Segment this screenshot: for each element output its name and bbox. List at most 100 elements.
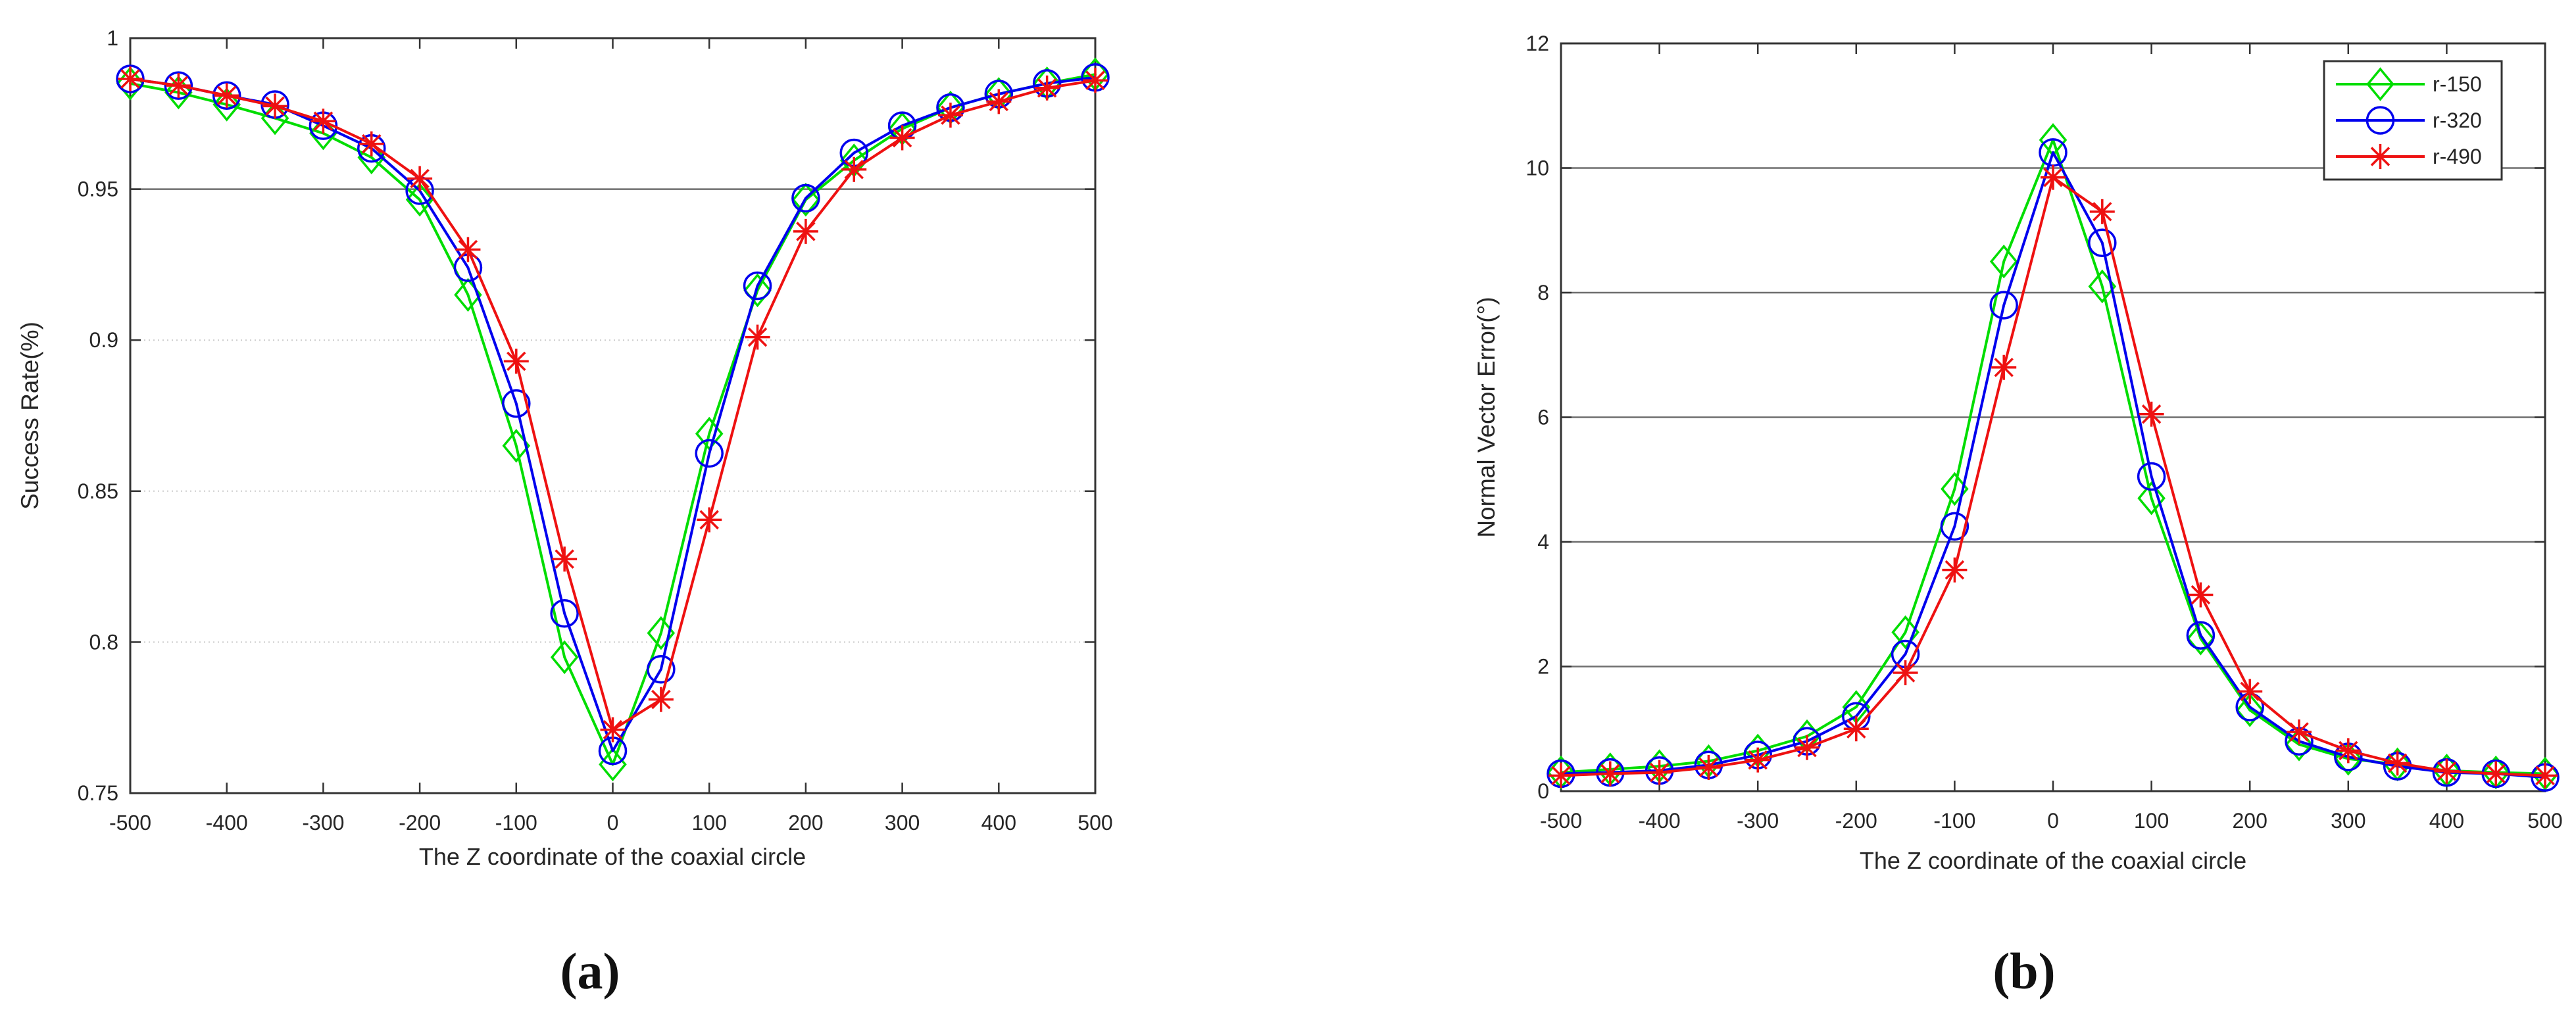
y-tick-label: 0.85 — [78, 479, 118, 503]
series-r-320 — [1547, 138, 2560, 792]
marker-asterisk-icon — [1647, 760, 1672, 785]
marker-circle-icon — [743, 271, 772, 301]
marker-circle-icon — [647, 654, 676, 684]
marker-diamond-icon — [2235, 693, 2264, 727]
caption-a: (a) — [560, 942, 620, 1000]
marker-asterisk-icon — [552, 546, 578, 572]
y-tick-label: 0.75 — [78, 781, 118, 805]
legend-label: r-150 — [2433, 72, 2482, 96]
marker-diamond-icon — [550, 640, 579, 675]
marker-asterisk-icon — [262, 93, 288, 119]
series-r-490 — [118, 66, 1108, 742]
x-tick-label: -100 — [495, 811, 537, 835]
x-tick-label: 400 — [981, 811, 1016, 835]
marker-asterisk-icon — [1991, 354, 2017, 380]
marker-asterisk-icon — [1795, 735, 1820, 760]
marker-asterisk-icon — [2089, 199, 2115, 224]
x-tick-label: -100 — [1933, 809, 1975, 833]
y-tick-label: 4 — [1537, 530, 1549, 554]
marker-asterisk-icon — [2041, 164, 2066, 190]
x-tick-label: -400 — [1639, 809, 1681, 833]
marker-asterisk-icon — [2533, 763, 2558, 789]
series-line — [129, 77, 1097, 731]
legend-item-r-150: r-150 — [2336, 67, 2482, 101]
marker-asterisk-icon — [310, 109, 336, 134]
marker-asterisk-icon — [2385, 750, 2410, 776]
x-tick-label: -200 — [1835, 809, 1877, 833]
legend-item-r-490: r-490 — [2336, 144, 2482, 169]
marker-asterisk-icon — [793, 218, 818, 244]
marker-circle-icon — [212, 81, 241, 110]
x-tick-label: -500 — [109, 811, 151, 835]
series-r-150 — [116, 57, 1110, 782]
series-line — [129, 76, 1097, 752]
x-tick-label: -400 — [206, 811, 248, 835]
x-tick-label: -200 — [399, 811, 441, 835]
y-tick-label: 0 — [1537, 779, 1549, 803]
axes-box — [129, 37, 1097, 794]
marker-asterisk-icon — [745, 324, 770, 350]
marker-asterisk-icon — [2335, 738, 2361, 764]
marker-asterisk-icon — [2237, 679, 2263, 704]
x-tick-label: 500 — [2527, 809, 2562, 833]
caption-b: (b) — [1993, 942, 2056, 1000]
marker-circle-icon — [2365, 106, 2395, 135]
marker-circle-icon — [164, 71, 193, 100]
legend-item-r-320: r-320 — [2336, 106, 2482, 135]
panel-a-x-tick-labels: -500 -400 -300 -200 -100 0 100 200 300 400 500 — [109, 811, 1113, 835]
marker-asterisk-icon — [118, 66, 143, 91]
x-tick-label: 100 — [2134, 809, 2169, 833]
legend-label: r-320 — [2433, 109, 2482, 132]
panel-a-ticks — [129, 37, 1097, 794]
yaxis-label-b: Normal Vector Error(°) — [1473, 297, 1500, 537]
series-line — [1560, 176, 2546, 777]
panel-b: -500 -400 -300 -200 -100 0 100 200 300 400 500 0 2 4 6… — [1473, 32, 2563, 833]
legend: r-150 r-320 r-490 — [2323, 60, 2503, 181]
marker-asterisk-icon — [455, 237, 481, 262]
y-tick-label: 0.9 — [89, 328, 118, 352]
marker-diamond-icon — [2187, 621, 2215, 656]
panel-a-gridlines — [130, 188, 1095, 643]
series-r-320 — [116, 62, 1110, 765]
panel-b-x-tick-labels: -500 -400 -300 -200 -100 0 100 200 300 400 500 — [1540, 809, 2563, 833]
series-line — [129, 73, 1097, 766]
marker-diamond-icon — [2366, 67, 2394, 101]
marker-asterisk-icon — [600, 717, 626, 742]
panel-b-gridlines — [1561, 167, 2545, 668]
marker-circle-icon — [550, 599, 579, 628]
marker-asterisk-icon — [986, 89, 1012, 114]
x-tick-label: 400 — [2429, 809, 2464, 833]
marker-circle-icon — [791, 183, 820, 213]
y-tick-label: 12 — [1525, 32, 1549, 55]
series-r-490 — [1548, 164, 2558, 789]
marker-circle-icon — [1940, 512, 1969, 541]
marker-circle-icon — [2186, 621, 2216, 650]
panel-b-y-tick-labels: 0 2 4 6 8 10 12 — [1525, 32, 1549, 803]
marker-asterisk-icon — [1942, 557, 1968, 583]
marker-asterisk-icon — [1597, 761, 1623, 787]
panel-a: -500 -400 -300 -200 -100 0 100 200 300 400 500 0.75… — [16, 26, 1113, 835]
marker-asterisk-icon — [407, 166, 433, 191]
x-tick-label: 500 — [1077, 811, 1112, 835]
legend-label: r-490 — [2433, 145, 2482, 168]
marker-diamond-icon — [212, 87, 241, 122]
marker-asterisk-icon — [1548, 763, 1573, 789]
marker-asterisk-icon — [2367, 144, 2393, 169]
marker-diamond-icon — [743, 273, 772, 308]
marker-diamond-icon — [2137, 481, 2166, 516]
marker-circle-icon — [1989, 291, 2018, 320]
xaxis-label-b: The Z coordinate of the coaxial circle — [1859, 847, 2247, 874]
marker-asterisk-icon — [841, 157, 867, 182]
marker-asterisk-icon — [1083, 68, 1108, 93]
marker-asterisk-icon — [503, 349, 529, 374]
marker-asterisk-icon — [937, 103, 963, 128]
yaxis-label-a: Success Rate(%) — [16, 322, 43, 510]
x-tick-label: 200 — [788, 811, 823, 835]
xaxis-label-a: The Z coordinate of the coaxial circle — [418, 843, 806, 870]
series-line — [1560, 138, 2546, 775]
x-tick-label: 300 — [885, 811, 920, 835]
x-tick-label: 100 — [692, 811, 727, 835]
x-tick-label: -500 — [1540, 809, 1582, 833]
marker-asterisk-icon — [889, 125, 915, 151]
